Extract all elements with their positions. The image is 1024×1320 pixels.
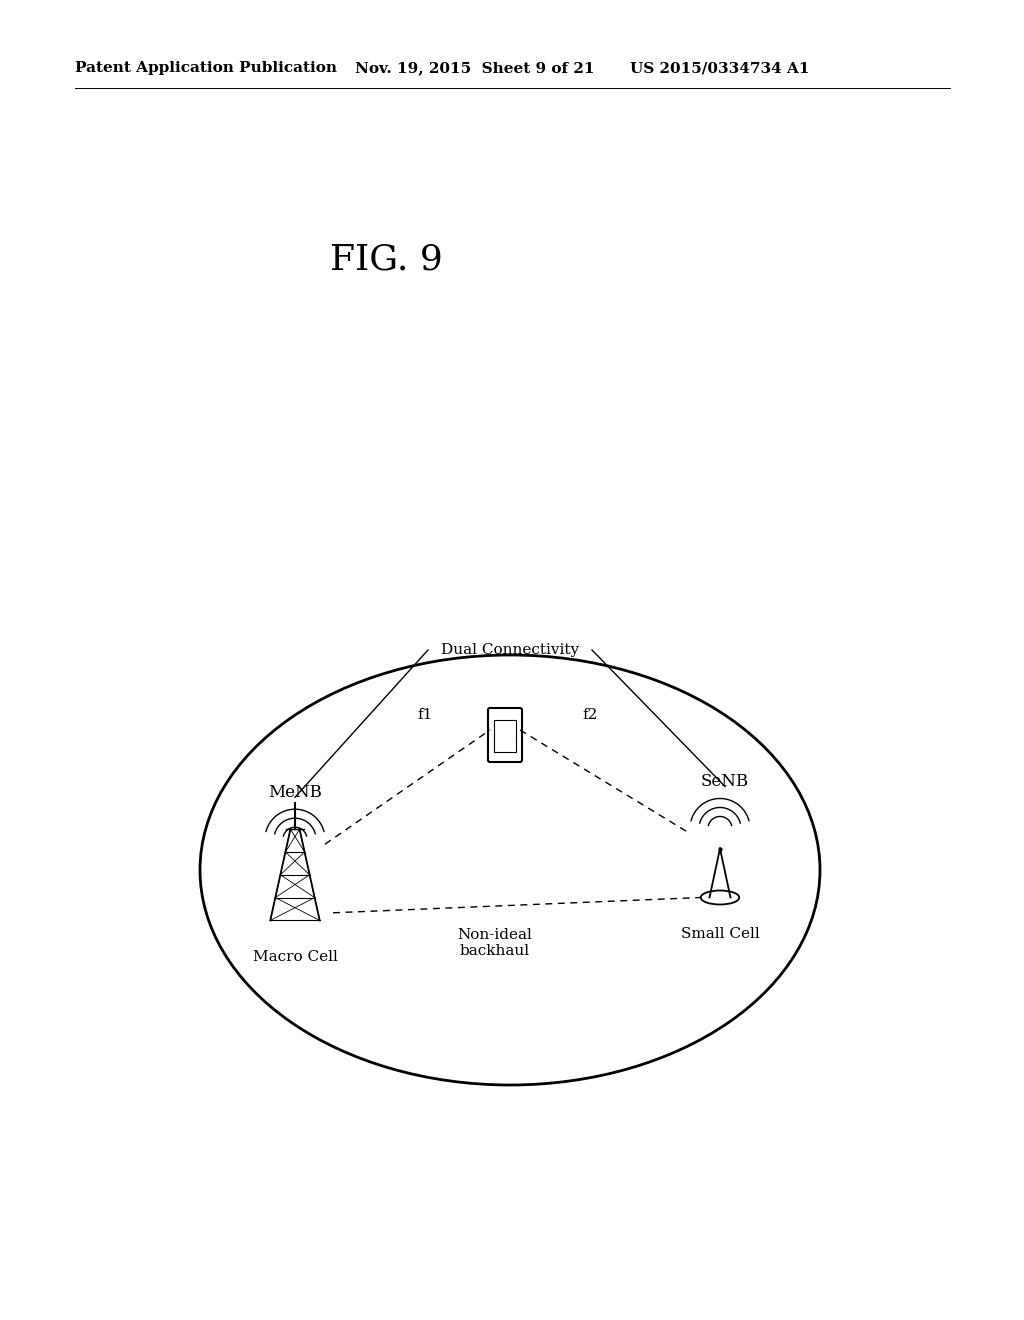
Text: SeNB: SeNB [701,774,750,791]
Bar [494,719,516,752]
Text: Non-ideal
backhaul: Non-ideal backhaul [458,928,532,958]
Text: Dual Connectivity: Dual Connectivity [441,643,579,657]
Text: Patent Application Publication: Patent Application Publication [75,61,337,75]
Text: US 2015/0334734 A1: US 2015/0334734 A1 [630,61,810,75]
Text: Macro Cell: Macro Cell [253,950,338,965]
Text: Small Cell: Small Cell [681,928,760,941]
Text: MeNB: MeNB [268,784,322,801]
Text: FIG. 9: FIG. 9 [330,243,442,277]
Text: f2: f2 [583,708,598,722]
Text: Nov. 19, 2015  Sheet 9 of 21: Nov. 19, 2015 Sheet 9 of 21 [355,61,595,75]
Text: f1: f1 [418,708,433,722]
